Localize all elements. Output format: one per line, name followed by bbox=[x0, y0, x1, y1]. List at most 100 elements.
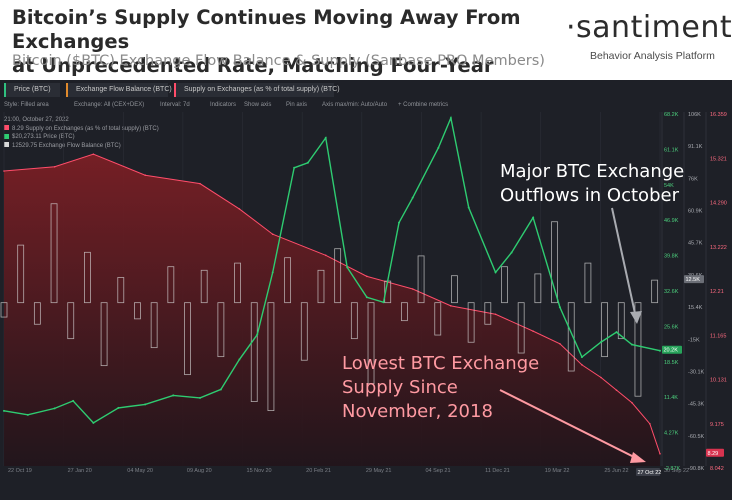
supply-point bbox=[144, 174, 147, 177]
legend-flow-swatch bbox=[4, 142, 9, 148]
tab-flow-balance[interactable]: Exchange Flow Balance (BTC) bbox=[66, 83, 172, 97]
flow-bar bbox=[534, 273, 542, 304]
flow-axis-tick: 106K bbox=[688, 112, 701, 118]
interval-select[interactable]: Interval: 7d bbox=[160, 102, 190, 108]
annotation-outflows-line1: Major BTC Exchange bbox=[500, 161, 685, 182]
x-tick-label: 25 Jun 22 bbox=[604, 468, 628, 474]
x-tick-label: 09 Aug 20 bbox=[187, 468, 212, 474]
flow-bar bbox=[467, 302, 475, 343]
price-point bbox=[3, 409, 5, 412]
hover-legend: 21:00, October 27, 2022 8.29 Supply on E… bbox=[4, 116, 159, 150]
style-select[interactable]: Style: Filled area bbox=[4, 102, 49, 108]
flow-bar bbox=[634, 302, 642, 397]
x-tick-label: 04 Sep 21 bbox=[425, 468, 450, 474]
supply-point bbox=[494, 313, 497, 316]
flow-bar bbox=[100, 302, 108, 367]
annotation-supply-line1: Lowest BTC Exchange bbox=[342, 353, 540, 374]
price-point bbox=[494, 271, 497, 274]
price-point bbox=[365, 296, 368, 299]
pin-axis-toggle[interactable]: Pin axis bbox=[286, 102, 308, 108]
supply-axis-tick: 16.359 bbox=[710, 112, 727, 118]
indicators-button[interactable]: Indicators bbox=[210, 102, 237, 108]
price-point bbox=[659, 349, 661, 352]
supply-point bbox=[324, 254, 327, 257]
annotation-arrows bbox=[499, 207, 646, 463]
axis-max-min-select[interactable]: Axis max/min: Auto/Auto bbox=[322, 102, 388, 108]
price-axis-tick: 32.6K bbox=[664, 289, 679, 295]
flow-value-badge: 12.5K bbox=[686, 277, 701, 283]
x-tick-label: 19 Mar 22 bbox=[545, 468, 570, 474]
santiment-logo: ·santiment· Behavior Analysis Platform bbox=[562, 10, 732, 66]
x-tick-label: 29 May 21 bbox=[366, 468, 392, 474]
supply-point bbox=[659, 452, 661, 455]
flow-bar bbox=[50, 203, 58, 304]
price-axis-tick: 61.1K bbox=[664, 147, 679, 153]
legend-price: $20,273.11 Price (BTC) bbox=[4, 133, 159, 142]
flow-bar bbox=[334, 248, 342, 304]
price-point bbox=[449, 116, 452, 119]
price-axis-tick: 68.2K bbox=[664, 112, 679, 118]
price-point bbox=[580, 356, 583, 359]
flow-bar bbox=[0, 302, 8, 318]
tab-price[interactable]: Price (BTC) bbox=[4, 83, 60, 97]
flow-axis-tick: -45.3K bbox=[688, 402, 705, 408]
legend-flow: 12529.75 Exchange Flow Balance (BTC) bbox=[4, 142, 159, 151]
flow-bar bbox=[617, 302, 625, 340]
flow-axis-tick: 60.9K bbox=[688, 209, 703, 215]
annotation-lowest-supply: Lowest BTC Exchange Supply Since Novembe… bbox=[342, 352, 539, 424]
supply-value-badge-bg bbox=[706, 448, 724, 457]
chart-toolbar: Style: Filled area Exchange: All (CEX+DE… bbox=[0, 100, 732, 114]
legend-flow-text: 12529.75 Exchange Flow Balance (BTC) bbox=[12, 142, 121, 149]
legend-supply-text: 8.29 Supply on Exchanges (as % of total … bbox=[12, 125, 159, 132]
x-tick-label: 27 Jan 20 bbox=[68, 468, 92, 474]
annotation-supply-line2: Supply Since bbox=[342, 377, 458, 398]
chart-subtitle: Bitcoin ($BTC) Exchange Flow Balance & S… bbox=[12, 53, 545, 69]
price-point bbox=[26, 413, 29, 416]
flow-bar bbox=[451, 275, 458, 304]
price-point bbox=[144, 403, 147, 406]
supply-point bbox=[631, 401, 633, 404]
flow-bar bbox=[200, 269, 208, 304]
annotation-supply-line3: November, 2018 bbox=[342, 401, 493, 422]
supply-point bbox=[600, 376, 602, 379]
price-axis-tick: 25.6K bbox=[664, 324, 679, 330]
chart-axes: 22 Oct 19 27 Jan 20 04 May 20 09 Aug 20 15 N… bbox=[8, 112, 727, 476]
tab-flow-label: Exchange Flow Balance (BTC) bbox=[76, 86, 172, 93]
flow-bar bbox=[267, 302, 275, 411]
supply-point bbox=[615, 389, 618, 391]
price-value-badge-bg bbox=[662, 345, 682, 354]
supply-point bbox=[559, 342, 561, 345]
flow-bar bbox=[167, 266, 175, 304]
x-tick-label: 20 Feb 21 bbox=[306, 468, 331, 474]
price-point bbox=[382, 301, 385, 304]
flow-bar bbox=[417, 255, 425, 304]
price-axis-tick: -2.87K bbox=[664, 466, 681, 472]
flow-axis-tick: -90.8K bbox=[688, 466, 705, 472]
legend-price-swatch bbox=[4, 133, 9, 139]
tab-supply-label: Supply on Exchanges (as % of total suppl… bbox=[184, 86, 340, 93]
supply-point bbox=[3, 170, 5, 172]
supply-axis-tick: 12.21 bbox=[710, 289, 724, 295]
flow-bar bbox=[134, 302, 141, 320]
current-date-badge: 27 Oct 22 bbox=[638, 470, 662, 476]
flow-bar bbox=[601, 302, 608, 358]
supply-point bbox=[366, 275, 368, 278]
supply-point bbox=[581, 364, 583, 366]
flow-bar bbox=[217, 302, 225, 358]
flow-bar bbox=[551, 221, 558, 304]
price-point bbox=[256, 333, 259, 336]
price-point bbox=[630, 343, 633, 346]
flow-bar bbox=[67, 302, 75, 340]
price-point bbox=[558, 306, 561, 309]
flow-axis-tick: -15K bbox=[688, 337, 700, 343]
price-axis-tick: 46.9K bbox=[664, 218, 679, 224]
exchange-select[interactable]: Exchange: All (CEX+DEX) bbox=[74, 102, 145, 108]
flow-bar bbox=[84, 251, 91, 304]
show-axis-toggle[interactable]: Show axis bbox=[244, 102, 272, 108]
supply-axis-tick: 8.042 bbox=[710, 466, 724, 472]
price-point bbox=[346, 266, 349, 269]
tab-supply-on-exchanges[interactable]: Supply on Exchanges (as % of total suppl… bbox=[174, 83, 340, 97]
flow-bar bbox=[350, 302, 358, 340]
combine-metrics-button[interactable]: + Combine metrics bbox=[398, 102, 449, 108]
supply-arrow bbox=[499, 389, 641, 461]
